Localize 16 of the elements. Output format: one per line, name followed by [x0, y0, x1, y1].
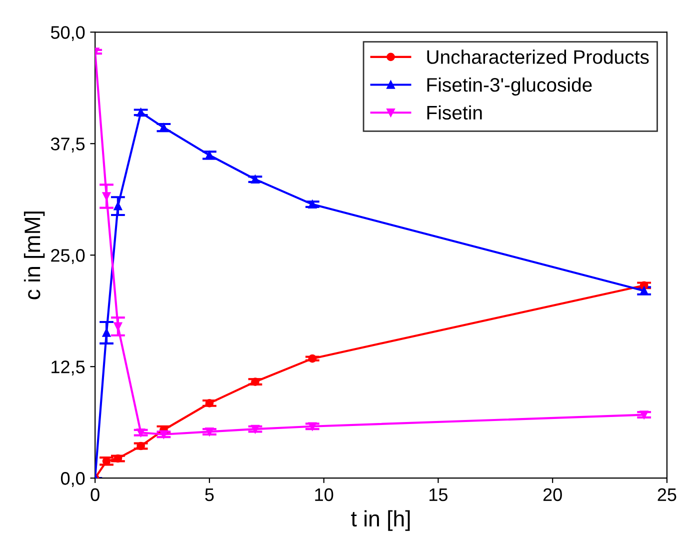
- y-tick-label: 50,0: [50, 26, 85, 41]
- legend-label: Fisetin: [427, 105, 482, 120]
- x-tick-label: 25: [658, 488, 676, 502]
- y-tick-label: 25,0: [51, 249, 85, 264]
- x-tick-label: 0: [90, 488, 100, 502]
- x-tick-label: 15: [430, 488, 448, 502]
- x-tick-label: 20: [543, 488, 562, 502]
- y-axis-title: c in [mM]: [24, 212, 45, 300]
- y-tick-label: 0,0: [60, 472, 85, 487]
- legend-label: Fisetin-3'-glucoside: [427, 77, 592, 96]
- x-axis-title: t in [h]: [351, 510, 410, 531]
- x-tick-label: 5: [205, 488, 214, 502]
- legend-label: Uncharacterized Products: [427, 50, 649, 64]
- y-tick-label: 37,5: [50, 138, 85, 152]
- y-tick-label: 12,5: [52, 360, 85, 376]
- x-tick-label: 10: [315, 488, 334, 502]
